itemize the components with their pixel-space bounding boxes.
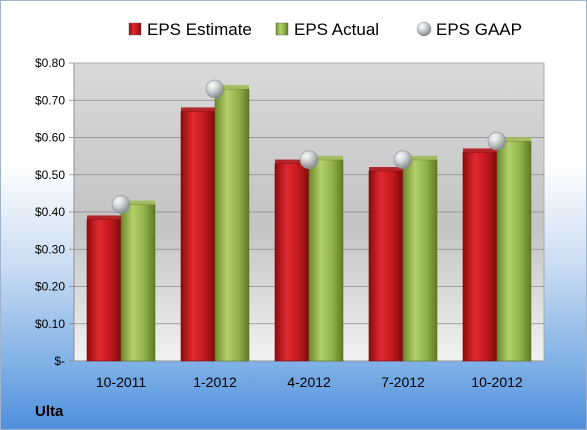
marker-eps-gaap: [393, 150, 413, 170]
y-tick-label: $0.80: [35, 56, 65, 70]
bar-eps-estimate-top: [87, 215, 121, 220]
y-tick-label: $0.20: [35, 280, 65, 294]
bar-eps-estimate-top: [463, 148, 497, 153]
x-category-label: 10-2011: [96, 374, 147, 390]
legend-swatch: [128, 22, 142, 36]
bar-eps-actual: [308, 159, 344, 362]
bar-eps-estimate: [86, 219, 122, 362]
x-category-label: 4-2012: [287, 374, 331, 390]
legend-label: EPS Actual: [294, 20, 379, 39]
bar-eps-actual-top: [309, 155, 343, 160]
y-tick-label: $0.10: [35, 317, 65, 331]
bar-eps-estimate: [462, 152, 498, 362]
bar-eps-actual: [496, 140, 532, 362]
marker-eps-gaap: [111, 195, 131, 214]
marker-eps-gaap: [487, 131, 507, 151]
bar-eps-estimate: [274, 163, 310, 362]
bar-eps-actual-top: [215, 85, 249, 90]
legend-label: EPS Estimate: [147, 20, 252, 39]
marker-eps-gaap: [205, 79, 225, 99]
bar-eps-actual-top: [121, 200, 155, 205]
bar-eps-actual-top: [403, 155, 437, 160]
legend-swatch: [275, 22, 289, 36]
bar-eps-actual: [402, 159, 438, 362]
y-tick-label: $0.50: [35, 168, 65, 182]
y-tick-label: $0.60: [35, 131, 65, 145]
x-category-label: 10-2012: [471, 374, 523, 390]
bar-eps-actual: [120, 204, 156, 362]
bar-eps-estimate-top: [275, 159, 309, 164]
legend-swatch: [416, 21, 432, 37]
marker-eps-gaap: [299, 150, 319, 170]
y-tick-label: $0.30: [35, 242, 65, 256]
y-tick-label: $0.40: [35, 205, 65, 219]
y-tick-label: $0.70: [35, 93, 65, 107]
x-category-label: 7-2012: [381, 374, 425, 390]
x-category-label: 1-2012: [193, 374, 237, 390]
bar-eps-actual: [214, 88, 250, 362]
bar-eps-estimate-top: [369, 167, 403, 172]
bar-eps-estimate: [368, 170, 404, 362]
bar-eps-estimate: [180, 111, 216, 362]
bar-eps-estimate-top: [181, 107, 215, 112]
company-label: Ulta: [35, 403, 64, 420]
y-tick-label: $-: [54, 354, 65, 368]
legend-label: EPS GAAP: [436, 20, 522, 39]
bar-eps-actual-top: [497, 137, 531, 142]
